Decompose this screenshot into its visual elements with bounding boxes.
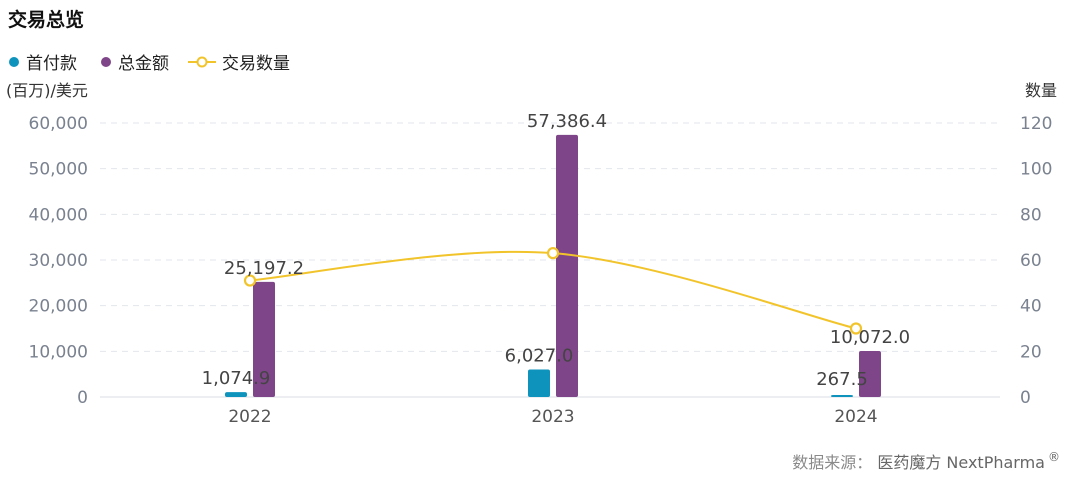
- right-tick-label: 40: [1020, 297, 1042, 317]
- left-tick-label: 10,000: [29, 342, 88, 362]
- deal-count-curve: [249, 250, 857, 330]
- right-tick-label: 100: [1020, 160, 1052, 180]
- source-registered-mark: ®: [1048, 450, 1060, 464]
- data-label-down-payment: 6,027.0: [505, 345, 574, 366]
- deal-count-point: [849, 322, 863, 335]
- x-tick-label: 2022: [228, 407, 271, 427]
- bar-total-amount: [556, 134, 578, 398]
- source-prefix: 数据来源：: [792, 453, 872, 472]
- bar-down-payment: [831, 395, 853, 397]
- bar-down-payment: [528, 369, 550, 397]
- data-label-total-amount: 10,072.0: [830, 327, 910, 348]
- legend-marker-total-amount: [101, 57, 111, 67]
- legend-marker-down-payment: [9, 57, 19, 67]
- data-label-down-payment: 1,074.9: [202, 368, 271, 389]
- legend-label-deal-count: 交易数量: [222, 54, 290, 74]
- data-label-total-amount: 25,197.2: [224, 258, 304, 279]
- bar-down-payment: [225, 392, 247, 397]
- bars: [225, 134, 881, 398]
- right-axis-ticks: 0 20 40 60 80 100 120: [1020, 114, 1052, 408]
- legend-item-total-amount[interactable]: 总金额: [101, 54, 169, 74]
- legend-marker-deal-count: [196, 56, 208, 68]
- data-label-total-amount: 57,386.4: [527, 111, 607, 132]
- bar-total-amount: [253, 281, 275, 397]
- bar-labels: 1,074.9 25,197.2 6,027.0 57,386.4 267.5 10,07…: [202, 111, 910, 390]
- source-note: 数据来源： 医药魔方 NextPharma: [792, 453, 1045, 472]
- left-tick-label: 60,000: [29, 114, 88, 134]
- legend-label-total-amount: 总金额: [118, 54, 169, 74]
- chart-title: 交易总览: [8, 8, 84, 31]
- left-tick-label: 20,000: [29, 297, 88, 317]
- right-axis-label: 数量: [1025, 81, 1057, 100]
- deal-count-line: [243, 247, 863, 335]
- x-axis-ticks: 2022 2023 2024: [228, 407, 877, 427]
- legend: 首付款 总金额 交易数量: [9, 54, 290, 74]
- left-axis-ticks: 0 10,000 20,000 30,000 40,000 50,000 60,000: [29, 114, 88, 408]
- source-brand: 医药魔方 NextPharma: [877, 453, 1045, 472]
- legend-label-down-payment: 首付款: [26, 54, 77, 74]
- left-tick-label: 50,000: [29, 160, 88, 180]
- legend-item-deal-count[interactable]: 交易数量: [188, 54, 290, 74]
- left-axis-label: (百万)/美元: [6, 81, 88, 100]
- left-tick-label: 30,000: [29, 251, 88, 271]
- left-tick-label: 40,000: [29, 205, 88, 225]
- deal-count-point: [243, 274, 257, 287]
- right-tick-label: 80: [1020, 205, 1042, 225]
- legend-item-down-payment[interactable]: 首付款: [9, 54, 77, 74]
- x-tick-label: 2023: [531, 407, 574, 427]
- right-tick-label: 120: [1020, 114, 1052, 134]
- right-tick-label: 60: [1020, 251, 1042, 271]
- bar-total-amount: [859, 351, 881, 397]
- x-tick-label: 2024: [834, 407, 877, 427]
- right-tick-label: 20: [1020, 342, 1042, 362]
- left-tick-label: 0: [77, 388, 88, 408]
- data-label-down-payment: 267.5: [816, 369, 868, 390]
- deal-count-point: [546, 247, 560, 260]
- right-tick-label: 0: [1020, 388, 1031, 408]
